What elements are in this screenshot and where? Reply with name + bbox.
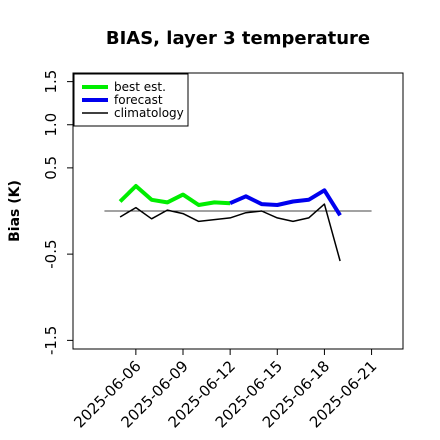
x-axis: 2025-06-062025-06-092025-06-122025-06-15… <box>70 349 380 431</box>
legend-label: climatology <box>114 106 184 120</box>
y-tick-label: 1.0 <box>42 113 60 137</box>
y-tick-label: 0.5 <box>42 156 60 180</box>
series-line-best-est <box>118 184 231 207</box>
series-line-forecast <box>229 188 342 217</box>
plot-frame <box>72 72 404 350</box>
y-tick-label: -1.5 <box>42 326 60 355</box>
legend-label: forecast <box>114 93 163 107</box>
y-axis: -1.5 -0.5 0.5 1.0 1.5 <box>42 70 73 355</box>
chart-title: BIAS, layer 3 temperature <box>106 28 370 49</box>
legend-label: best est. <box>114 80 166 94</box>
series-line-climatology <box>119 203 341 262</box>
y-axis-label: Bias (K) <box>7 180 23 242</box>
series-layer <box>118 184 342 262</box>
y-tick-label: -0.5 <box>42 239 60 268</box>
y-tick-label: 1.5 <box>42 70 60 94</box>
